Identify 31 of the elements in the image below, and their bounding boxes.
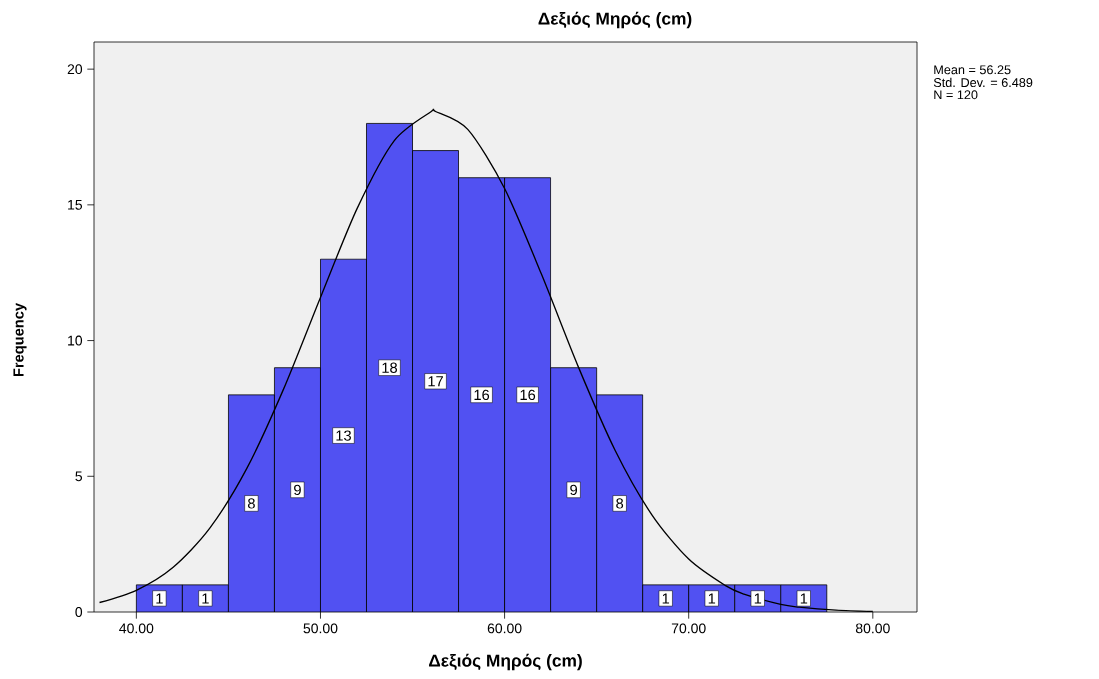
data-label: 1 (156, 593, 163, 604)
y-tick-label: 20 (67, 64, 83, 75)
text: Std. Dev. = 6.489 (933, 77, 1033, 88)
data-label: 8 (616, 498, 624, 509)
y-axis-title: Frequency (13, 303, 27, 377)
text: Mean = 56.25 (934, 65, 1011, 75)
x-tick-label: 80.00 (855, 623, 890, 634)
y-tick-label: 5 (75, 471, 83, 482)
data-label: 16 (474, 389, 490, 401)
data-label: 8 (247, 498, 255, 509)
data-label: 1 (800, 593, 808, 604)
data-label: 16 (520, 389, 536, 401)
text: N = 120 (934, 90, 978, 100)
y-tick-label: 0 (75, 607, 83, 617)
x-tick-label: 70.00 (671, 623, 706, 634)
data-label: 17 (428, 376, 443, 387)
data-label: 9 (570, 484, 578, 496)
y-tick-label: 15 (68, 199, 83, 210)
data-label: 18 (382, 362, 398, 373)
x-tick-label: 40.00 (119, 623, 154, 634)
x-tick-label: 50.00 (303, 623, 338, 634)
y-tick-label: 10 (68, 335, 83, 346)
chart-title: Δεξιός Μηρός (cm) (538, 11, 692, 29)
x-axis-title: Δεξιός Μηρός (cm) (429, 653, 582, 671)
data-label: 1 (754, 593, 762, 604)
data-label: 1 (202, 593, 209, 604)
data-label: 1 (708, 593, 716, 604)
data-label: 9 (294, 484, 301, 496)
data-label: 1 (662, 593, 670, 604)
x-tick-label: 60.00 (487, 623, 522, 634)
data-label: 13 (336, 430, 351, 441)
